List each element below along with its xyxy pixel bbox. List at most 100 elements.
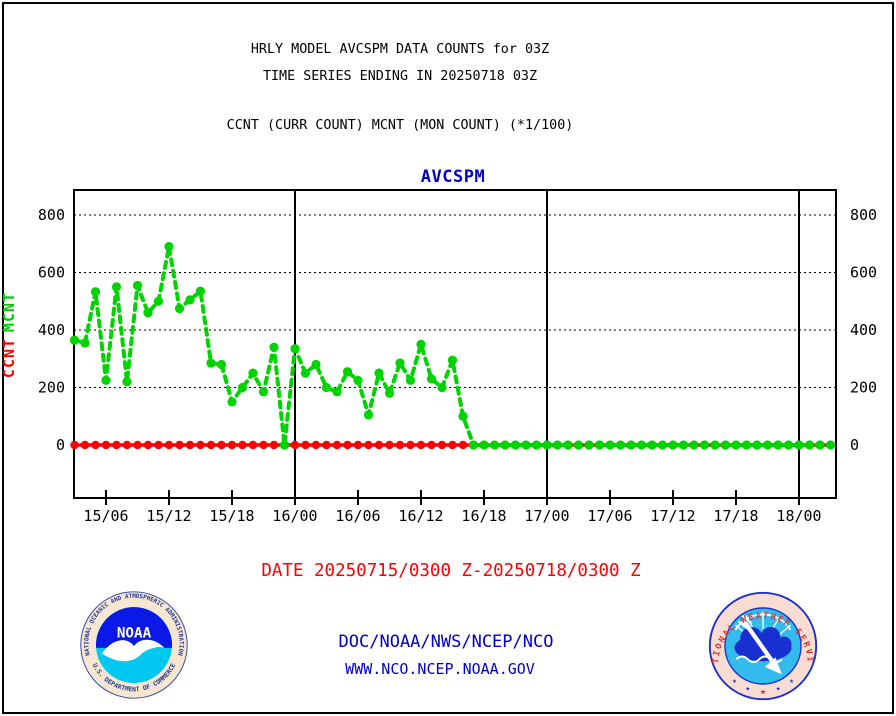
ccnt-point: [406, 440, 415, 450]
site-url-link[interactable]: WWW.NCO.NCEP.NOAA.GOV: [345, 660, 535, 678]
y-tick-label-left: 400: [38, 321, 65, 339]
plot-frame: [73, 189, 837, 499]
nws-stars: ★ ★ ★ ★ ★: [732, 676, 794, 697]
x-tick-label: 17/12: [650, 507, 695, 525]
mcnt-point: [300, 368, 311, 378]
mcnt-point: [825, 440, 836, 450]
mcnt-point: [500, 440, 510, 450]
mcnt-point: [531, 440, 542, 450]
ccnt-point: [416, 440, 426, 450]
mcnt-point: [678, 440, 689, 450]
mcnt-point: [195, 286, 206, 296]
ccnt-point: [448, 440, 457, 450]
ccnt-point: [175, 440, 184, 450]
ccnt-point: [101, 440, 111, 450]
ccnt-point: [217, 440, 226, 450]
svg-text:★: ★: [789, 676, 794, 685]
ccnt-point: [395, 440, 405, 450]
mcnt-point: [353, 375, 363, 385]
ccnt-point: [322, 440, 331, 450]
mcnt-point: [132, 280, 143, 291]
mcnt-point: [90, 287, 101, 297]
ccnt-point: [196, 440, 205, 450]
mcnt-point: [258, 387, 269, 397]
y-tick-label-right: 600: [850, 264, 877, 282]
mcnt-point: [563, 440, 573, 450]
date-range-label: DATE 20250715/0300 Z-20250718/0300 Z: [261, 561, 641, 581]
mcnt-point: [773, 440, 783, 450]
mcnt-point: [626, 440, 636, 450]
mcnt-point: [111, 282, 122, 292]
y-tick-label-left: 200: [38, 379, 65, 397]
ccnt-point: [91, 440, 100, 450]
title-line-1: HRLY MODEL AVCSPM DATA COUNTS for 03Z: [250, 42, 550, 57]
ccnt-point: [164, 440, 174, 450]
mcnt-point: [248, 368, 258, 378]
title-line-2: TIME SERIES ENDING IN 20250718 03Z: [262, 69, 538, 84]
mcnt-point: [279, 440, 290, 450]
x-tick-label: 17/06: [587, 507, 632, 525]
svg-text:★: ★: [760, 685, 766, 697]
mcnt-point: [468, 440, 479, 450]
mcnt-series-line: [72, 244, 833, 447]
mcnt-point: [122, 377, 132, 387]
ccnt-point: [185, 440, 195, 450]
mcnt-point: [752, 440, 762, 450]
mcnt-point: [80, 338, 90, 348]
nws-lightning-arrow-icon: [737, 614, 782, 675]
mcnt-point: [174, 303, 185, 314]
chart-title: AVCSPM: [420, 167, 486, 187]
mcnt-point: [206, 358, 216, 368]
x-tick-label: 15/06: [83, 507, 128, 525]
mcnt-point: [552, 440, 563, 450]
mcnt-point: [521, 440, 531, 450]
ccnt-point: [112, 440, 121, 450]
ccnt-point: [206, 440, 216, 450]
ccnt-point: [290, 440, 300, 450]
ccnt-point: [154, 440, 163, 450]
mcnt-point: [699, 440, 710, 450]
mcnt-point: [437, 382, 447, 393]
ccnt-point: [437, 440, 447, 450]
mcnt-point: [657, 440, 668, 450]
mcnt-point: [615, 440, 626, 450]
noaa-logo: NOAA NATIONAL OCEANIC AND ATMOSPHERIC AD…: [80, 591, 188, 699]
mcnt-point: [416, 339, 426, 349]
mcnt-point: [69, 335, 80, 345]
mcnt-point: [720, 440, 731, 450]
mcnt-point: [815, 440, 825, 450]
mcnt-point: [395, 358, 405, 368]
svg-text:★: ★: [746, 684, 751, 693]
y-tick-label-left: 800: [38, 206, 65, 224]
ccnt-point: [248, 440, 258, 450]
mcnt-point: [384, 388, 395, 398]
mcnt-point: [689, 440, 699, 450]
ccnt-point: [374, 440, 384, 450]
mcnt-point: [426, 374, 437, 384]
mcnt-point: [710, 440, 720, 450]
mcnt-point: [573, 440, 584, 450]
mcnt-point: [731, 440, 741, 450]
ccnt-point: [133, 440, 142, 450]
x-tick-label: 15/18: [209, 507, 254, 525]
org-path-link[interactable]: DOC/NOAA/NWS/NCEP/NCO: [338, 632, 554, 652]
mcnt-point: [101, 375, 111, 385]
mcnt-point: [479, 440, 489, 450]
svg-text:★: ★: [776, 684, 781, 693]
mcnt-point: [804, 440, 815, 450]
x-tick-label: 16/12: [398, 507, 443, 525]
x-tick-label: 16/18: [461, 507, 506, 525]
y-tick-label-right: 0: [850, 436, 859, 454]
noaa-center-text: NOAA: [117, 625, 152, 641]
mcnt-point: [605, 440, 615, 450]
mcnt-point: [647, 440, 657, 450]
mcnt-point: [636, 440, 647, 450]
legend-subtitle: CCNT (CURR COUNT) MCNT (MON COUNT) (*1/1…: [226, 118, 574, 133]
ccnt-point: [364, 440, 373, 450]
x-tick-label: 17/18: [713, 507, 758, 525]
y-tick-label-right: 800: [850, 206, 877, 224]
mcnt-point: [153, 296, 164, 306]
ccnt-point: [353, 440, 363, 450]
